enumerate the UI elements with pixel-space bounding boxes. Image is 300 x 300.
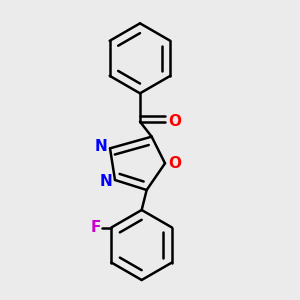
Text: O: O <box>168 114 181 129</box>
Text: N: N <box>99 173 112 188</box>
Text: F: F <box>91 220 101 235</box>
Text: O: O <box>168 156 181 171</box>
Text: N: N <box>94 139 107 154</box>
